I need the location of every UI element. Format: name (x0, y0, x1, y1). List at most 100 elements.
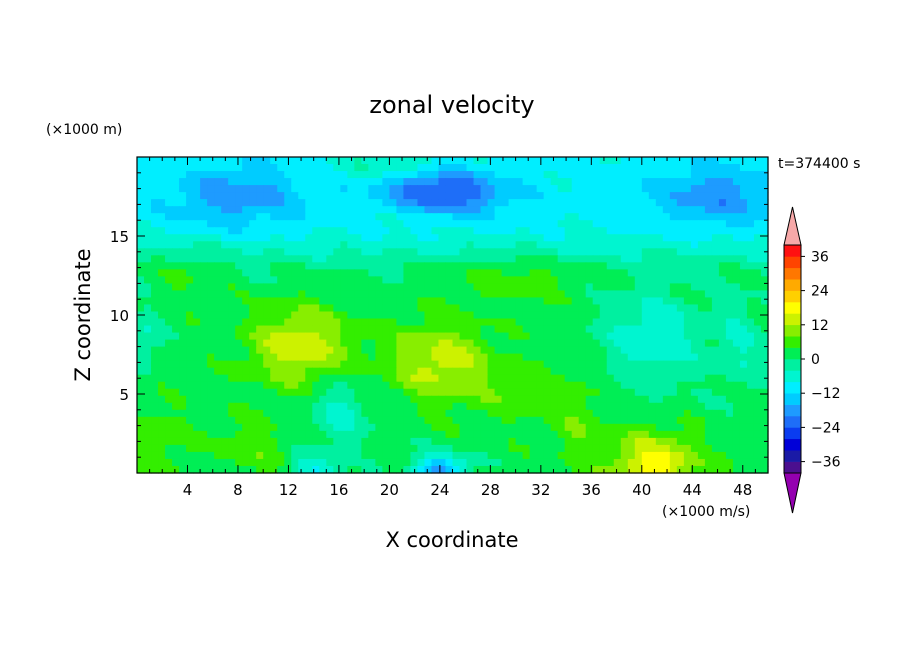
heatmap-cell (662, 318, 671, 327)
heatmap-cell (312, 234, 320, 242)
heatmap-cell (655, 213, 664, 221)
heatmap-cell (277, 325, 285, 334)
heatmap-cell (606, 430, 615, 439)
heatmap-cell (543, 220, 552, 228)
heatmap-cell (277, 353, 285, 362)
heatmap-cell (585, 192, 594, 200)
heatmap-cell (361, 178, 369, 186)
heatmap-cell (725, 451, 734, 460)
heatmap-cell (368, 416, 376, 425)
heatmap-cell (508, 206, 517, 214)
heatmap-cell (368, 339, 376, 348)
heatmap-cell (368, 325, 376, 334)
heatmap-cell (144, 402, 152, 411)
heatmap-cell (746, 416, 755, 425)
heatmap-cell (487, 213, 496, 221)
heatmap-cell (389, 367, 398, 376)
heatmap-cell (718, 220, 727, 228)
heatmap-cell (466, 171, 475, 179)
heatmap-cell (606, 311, 615, 320)
heatmap-cell (424, 458, 433, 467)
heatmap-cell (466, 164, 475, 172)
heatmap-cell (424, 402, 433, 411)
heatmap-cell (718, 269, 727, 277)
heatmap-cell (634, 458, 643, 467)
heatmap-cell (319, 248, 327, 256)
heatmap-cell (515, 241, 524, 249)
heatmap-cell (648, 241, 657, 249)
heatmap-cell (249, 374, 257, 383)
heatmap-cell (326, 360, 334, 369)
heatmap-cell (648, 381, 657, 390)
heatmap-cell (354, 269, 362, 277)
heatmap-cell (739, 171, 748, 179)
heatmap-cell (151, 213, 159, 221)
heatmap-cell (151, 241, 159, 249)
heatmap-cell (137, 465, 145, 474)
heatmap-cell (347, 458, 355, 467)
heatmap-cell (662, 199, 671, 207)
heatmap-cell (179, 367, 187, 376)
heatmap-cell (165, 437, 173, 446)
heatmap-cell (711, 241, 720, 249)
heatmap-cell (662, 164, 671, 172)
heatmap-cell (627, 213, 636, 221)
heatmap-cell (172, 451, 180, 460)
heatmap-cell (158, 430, 166, 439)
heatmap-cell (263, 283, 271, 292)
heatmap-cell (760, 276, 769, 284)
heatmap-cell (634, 416, 643, 425)
heatmap-cell (690, 234, 699, 242)
heatmap-cell (739, 409, 748, 418)
heatmap-cell (396, 157, 405, 165)
heatmap-cell (578, 206, 587, 214)
heatmap-cell (249, 178, 257, 186)
heatmap-cell (697, 171, 706, 179)
heatmap-cell (424, 255, 433, 263)
heatmap-cell (529, 395, 538, 404)
heatmap-cell (739, 367, 748, 376)
heatmap-cell (641, 395, 650, 404)
heatmap-cell (340, 360, 348, 369)
heatmap-cell (543, 437, 552, 446)
heatmap-cell (669, 241, 678, 249)
heatmap-cell (480, 241, 489, 249)
heatmap-cell (368, 241, 376, 249)
y-axis-label: Z coordinate (71, 248, 95, 381)
heatmap-cell (193, 213, 201, 221)
heatmap-cell (487, 262, 496, 270)
heatmap-cell (361, 318, 369, 327)
heatmap-cell (543, 178, 552, 186)
heatmap-cell (711, 227, 720, 235)
heatmap-cell (228, 199, 236, 207)
heatmap-cell (760, 227, 769, 235)
heatmap-cell (242, 318, 250, 327)
heatmap-cell (270, 241, 278, 249)
heatmap-cell (641, 206, 650, 214)
heatmap-cell (606, 388, 615, 397)
x-tick-label: 24 (430, 481, 449, 499)
heatmap-cell (508, 297, 517, 306)
colorbar-swatch (784, 416, 801, 428)
heatmap-cell (711, 388, 720, 397)
heatmap-cell (375, 325, 383, 334)
heatmap-cell (564, 339, 573, 348)
heatmap-cell (284, 318, 292, 327)
heatmap-cell (228, 388, 236, 397)
heatmap-cell (515, 171, 524, 179)
heatmap-cell (522, 451, 531, 460)
heatmap-cell (396, 255, 405, 263)
heatmap-cell (186, 367, 194, 376)
colorbar-tick-label: 24 (811, 284, 829, 300)
heatmap-cell (564, 227, 573, 235)
heatmap-cell (662, 234, 671, 242)
heatmap-cell (186, 360, 194, 369)
heatmap-cell (347, 164, 355, 172)
heatmap-cell (431, 262, 440, 270)
heatmap-cell (445, 318, 454, 327)
heatmap-cell (305, 381, 313, 390)
heatmap-cell (214, 178, 222, 186)
heatmap-cell (571, 185, 580, 193)
heatmap-cell (746, 241, 755, 249)
heatmap-cell (515, 416, 524, 425)
